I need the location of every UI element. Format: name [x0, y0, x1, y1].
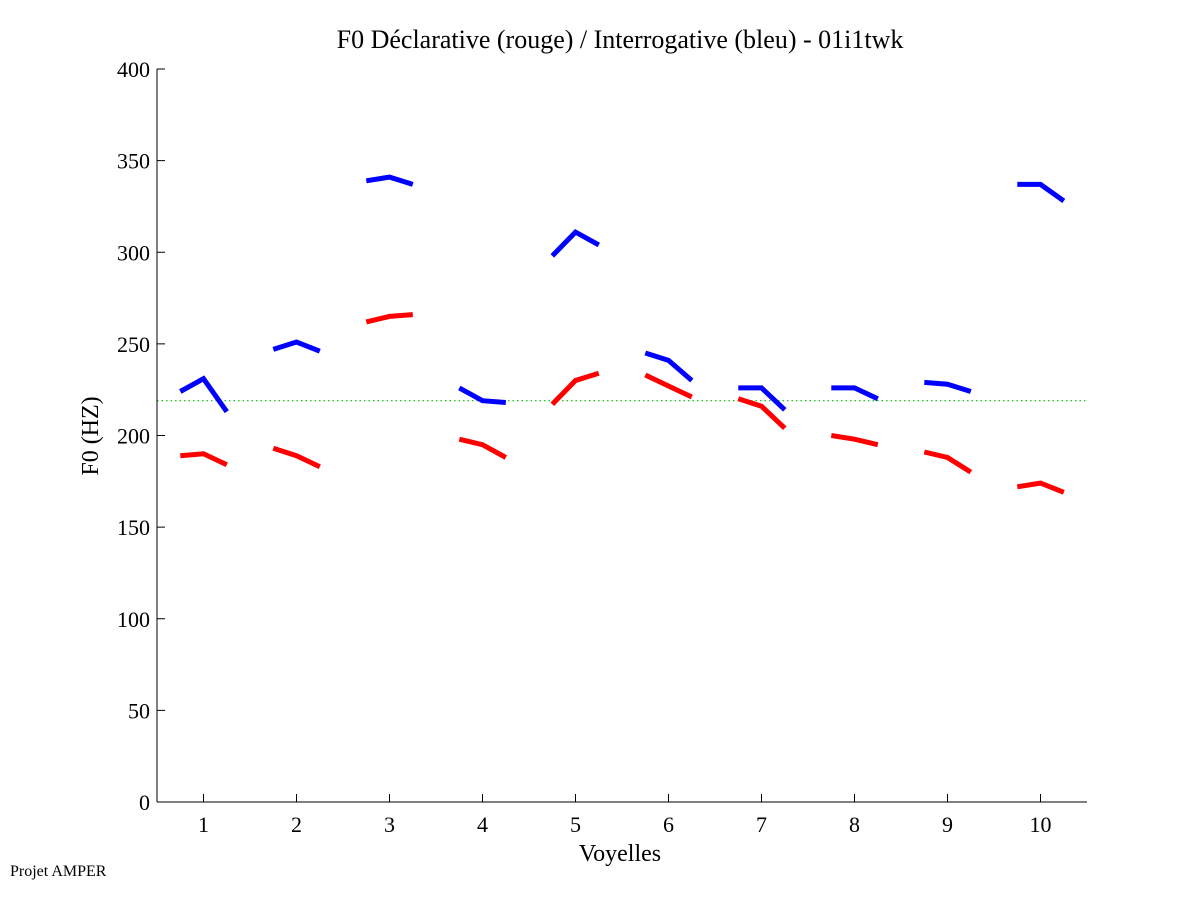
y-tick-label: 50 [128, 698, 150, 723]
declarative-segment-10 [1016, 480, 1065, 495]
interrogative-segment-8 [831, 385, 879, 402]
x-tick-label: 10 [1030, 812, 1052, 837]
interrogative-segment-7 [738, 385, 787, 412]
declarative-segment-5 [550, 370, 600, 407]
declarative-segment-7 [737, 396, 787, 431]
x-tick-label: 1 [198, 812, 209, 837]
x-tick-label: 6 [663, 812, 674, 837]
tick-label-layer: 0 50 100 150 200 250 300 350 400 1 2 3 4 5 6 7 8 9 10 [117, 57, 1052, 837]
interrogative-segment-3 [365, 174, 414, 187]
y-axis-label: F0 (HZ) [78, 396, 104, 475]
declarative-segment-3 [365, 312, 413, 325]
interrogative-segment-5 [550, 228, 601, 258]
footer-credit: Projet AMPER [10, 863, 107, 880]
declarative-series [180, 312, 1065, 495]
declarative-segment-1 [180, 451, 228, 468]
y-tick-label: 350 [117, 149, 150, 174]
interrogative-segment-4 [458, 385, 506, 405]
series-layer [179, 174, 1066, 495]
declarative-segment-6 [644, 372, 693, 400]
declarative-segment-4 [458, 436, 508, 460]
declarative-segment-8 [830, 433, 879, 448]
y-tick-label: 400 [117, 57, 150, 82]
x-tick-label: 5 [570, 812, 581, 837]
y-tick-label: 200 [117, 424, 150, 449]
x-tick-label: 8 [849, 812, 860, 837]
y-tick-label: 250 [117, 332, 150, 357]
y-tick-label: 0 [139, 790, 150, 815]
declarative-segment-2 [272, 445, 321, 469]
chart-title: F0 Déclarative (rouge) / Interrogative (… [337, 25, 904, 54]
interrogative-segment-6 [644, 350, 694, 383]
plot-area [157, 69, 1087, 802]
y-tick-label: 150 [117, 515, 150, 540]
interrogative-series [179, 174, 1066, 414]
x-tick-label: 4 [477, 812, 488, 837]
x-tick-label: 7 [756, 812, 767, 837]
x-tick-label: 3 [384, 812, 395, 837]
interrogative-segment-9 [924, 379, 972, 394]
y-tick-label: 100 [117, 607, 150, 632]
interrogative-segment-1 [179, 375, 229, 414]
x-axis-label: Voyelles [579, 841, 661, 867]
x-tick-label: 2 [291, 812, 302, 837]
axis-layer [156, 68, 1087, 803]
interrogative-segment-2 [272, 339, 321, 354]
interrogative-segment-10 [1017, 181, 1066, 203]
declarative-segment-9 [923, 449, 973, 475]
y-tick-label: 300 [117, 240, 150, 265]
x-tick-label: 9 [942, 812, 953, 837]
